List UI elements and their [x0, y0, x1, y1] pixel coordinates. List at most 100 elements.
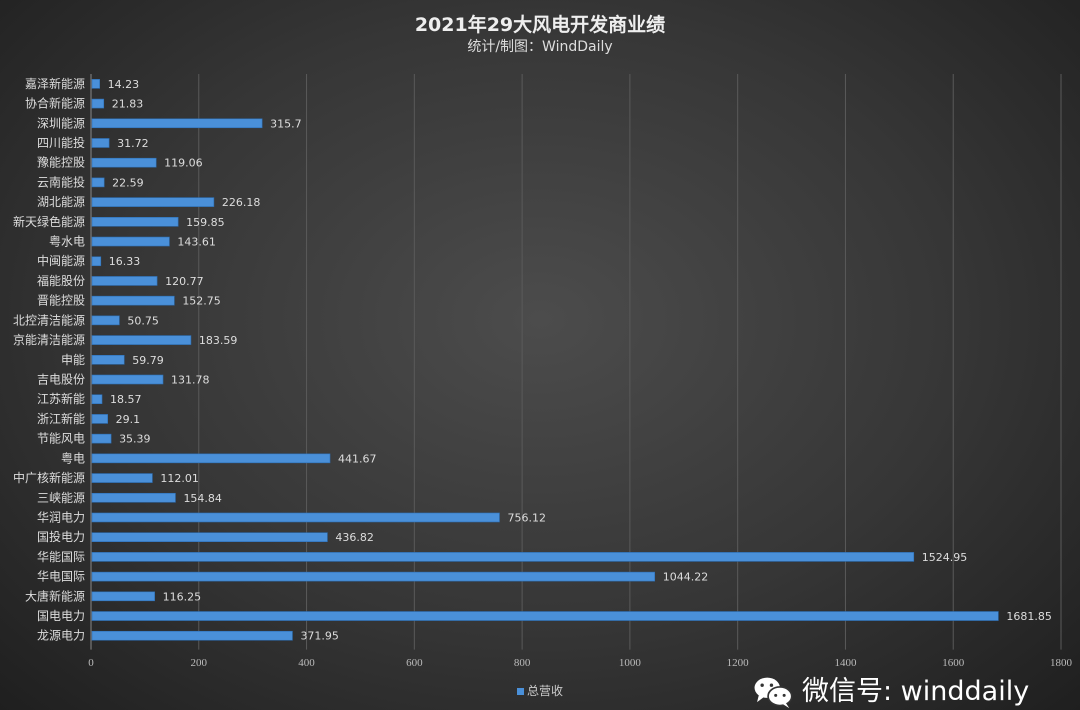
- data-label: 1524.95: [922, 551, 968, 564]
- data-label: 159.85: [186, 216, 225, 229]
- bar: [91, 276, 158, 286]
- category-label: 湖北能源: [37, 194, 85, 209]
- data-label: 116.25: [163, 590, 202, 603]
- data-label: 436.82: [335, 531, 374, 544]
- data-label: 756.12: [507, 511, 546, 524]
- category-label: 中广核新能源: [13, 470, 85, 485]
- category-label: 节能风电: [37, 432, 85, 446]
- category-label: 龙源电力: [37, 629, 85, 643]
- watermark: 微信号: winddaily: [752, 674, 1029, 710]
- bar: [91, 394, 103, 405]
- x-tick-label: 1200: [727, 657, 750, 669]
- watermark-text: 微信号: winddaily: [802, 676, 1030, 707]
- category-label: 华润电力: [37, 510, 85, 524]
- bar: [91, 157, 157, 168]
- data-label: 21.83: [112, 98, 144, 111]
- data-label: 143.61: [177, 236, 216, 249]
- x-tick-label: 1400: [834, 657, 857, 669]
- data-label: 119.06: [164, 157, 203, 170]
- x-tick-label: 600: [406, 657, 423, 669]
- data-label: 226.18: [222, 196, 261, 209]
- bar: [91, 177, 105, 188]
- x-tick-label: 200: [191, 657, 208, 669]
- bar: [91, 295, 175, 306]
- data-label: 131.78: [171, 374, 210, 387]
- bar: [91, 256, 102, 267]
- category-label: 协合新能源: [25, 96, 85, 111]
- data-label: 441.67: [338, 452, 377, 465]
- category-label: 新天绿色能源: [13, 214, 85, 229]
- bar: [91, 217, 179, 227]
- data-label: 18.57: [110, 393, 142, 406]
- wechat-icon: [754, 677, 793, 709]
- bar: [91, 315, 120, 326]
- category-label: 浙江新能: [37, 411, 85, 426]
- category-label: 国投电力: [37, 529, 85, 544]
- category-label: 云南能投: [37, 174, 85, 189]
- data-label: 59.79: [132, 354, 164, 367]
- chart-title: 2021年29大风电开发商业绩: [414, 14, 666, 36]
- bar: [91, 236, 170, 247]
- bar: [91, 98, 105, 109]
- bar: [91, 571, 656, 582]
- data-label: 315.7: [270, 117, 302, 130]
- category-label: 吉电股份: [37, 373, 85, 387]
- bar: [91, 630, 293, 641]
- data-label: 22.59: [112, 176, 143, 189]
- category-label: 北控清洁能源: [13, 313, 85, 327]
- category-label: 晋能控股: [37, 294, 85, 308]
- data-label: 35.39: [119, 433, 151, 446]
- data-label: 14.23: [108, 78, 140, 91]
- data-label: 50.75: [127, 314, 158, 327]
- category-label: 三峡能源: [37, 491, 85, 505]
- bar: [91, 118, 263, 129]
- x-tick-label: 1000: [619, 657, 642, 669]
- category-label: 申能: [61, 353, 85, 367]
- category-label: 福能股份: [37, 273, 85, 288]
- category-label: 豫能控股: [37, 156, 85, 170]
- chart-subtitle: 统计/制图：WindDaily: [467, 39, 613, 55]
- data-label: 112.01: [160, 472, 199, 485]
- bar: [91, 79, 100, 89]
- bar: [91, 197, 215, 207]
- category-label: 四川能投: [37, 135, 85, 150]
- data-label: 29.1: [116, 413, 141, 426]
- category-label: 中闽能源: [37, 253, 85, 268]
- x-tick-label: 800: [514, 657, 531, 669]
- x-tick-label: 400: [298, 657, 315, 669]
- bar: [91, 453, 331, 464]
- x-tick-label: 1800: [1050, 657, 1073, 669]
- x-tick-label: 1600: [942, 657, 965, 669]
- bar: [91, 492, 176, 503]
- bar: [91, 414, 108, 424]
- category-label: 江苏新能: [37, 391, 85, 406]
- category-label: 粤电: [61, 450, 85, 465]
- bar: [91, 354, 125, 365]
- bar: [91, 433, 112, 444]
- bar: [91, 532, 328, 542]
- category-label: 大唐新能源: [25, 588, 85, 603]
- data-label: 183.59: [199, 334, 238, 347]
- category-label: 华电国际: [37, 570, 85, 584]
- category-label: 粤水电: [49, 234, 85, 249]
- data-label: 154.84: [183, 492, 222, 505]
- bar: [91, 552, 915, 562]
- data-label: 1681.85: [1006, 610, 1052, 623]
- data-label: 1044.22: [663, 571, 709, 584]
- bar: [91, 335, 192, 345]
- bar: [91, 512, 500, 523]
- data-label: 31.72: [117, 137, 149, 150]
- bar: [91, 591, 155, 602]
- category-label: 国电电力: [37, 609, 85, 623]
- bar: [91, 473, 153, 483]
- data-label: 16.33: [109, 255, 140, 268]
- category-label: 嘉泽新能源: [25, 76, 85, 91]
- bar: [91, 611, 999, 621]
- bar: [91, 374, 164, 385]
- category-label: 京能清洁能源: [13, 333, 85, 347]
- category-label: 华能国际: [37, 550, 85, 564]
- category-label: 深圳能源: [37, 116, 85, 130]
- data-label: 371.95: [300, 630, 339, 643]
- data-label: 152.75: [182, 295, 221, 308]
